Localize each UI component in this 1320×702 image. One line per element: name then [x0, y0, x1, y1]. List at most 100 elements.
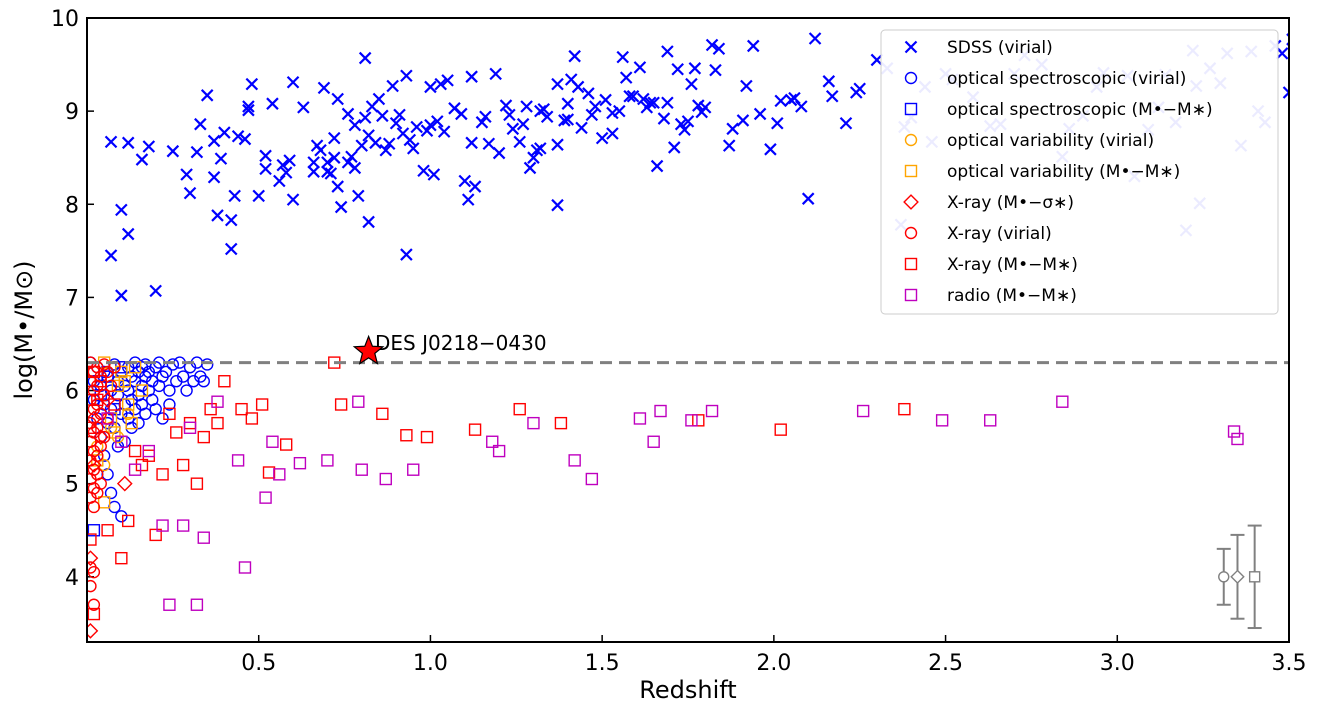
data-point: [115, 510, 128, 523]
data-point: [190, 598, 204, 611]
data-point: [122, 514, 135, 528]
data-point: [180, 168, 193, 181]
data-point: [259, 162, 272, 176]
legend-marker: [903, 194, 919, 210]
data-point: [362, 215, 375, 229]
data-point: [224, 213, 238, 227]
data-point: [321, 454, 334, 467]
data-point: [87, 500, 101, 514]
data-point: [774, 423, 787, 436]
data-point: [379, 472, 392, 486]
data-point: [506, 122, 520, 136]
data-point: [121, 136, 135, 150]
data-point: [166, 144, 180, 158]
data-point: [441, 74, 454, 87]
data-point: [286, 193, 300, 206]
data-point: [122, 407, 135, 421]
data-point: [1056, 395, 1069, 408]
data-point: [348, 118, 362, 132]
data-point: [856, 404, 870, 418]
data-point: [87, 622, 99, 639]
data-point: [293, 456, 307, 470]
data-point: [386, 79, 399, 93]
data-point: [468, 180, 482, 193]
data-point: [135, 458, 149, 472]
data-point: [345, 150, 358, 164]
data-point: [121, 227, 135, 241]
data-point: [1227, 425, 1241, 438]
data-point: [437, 125, 451, 138]
data-point: [128, 444, 142, 458]
data-point: [115, 551, 128, 565]
data-point: [286, 75, 300, 89]
data-point: [771, 116, 784, 130]
data-point: [599, 93, 612, 107]
data-point: [321, 165, 334, 178]
data-point: [619, 71, 633, 84]
data-point: [87, 457, 102, 473]
data-point: [197, 430, 210, 444]
data-point: [633, 412, 647, 425]
data-point: [297, 101, 310, 114]
data-point: [575, 121, 588, 135]
x-tick-label: 3.0: [1100, 651, 1135, 676]
data-point: [159, 365, 173, 379]
data-point: [698, 101, 712, 114]
data-point: [410, 120, 423, 134]
data-point: [1301, 68, 1312, 79]
data-point: [516, 117, 530, 131]
data-point: [197, 531, 210, 544]
data-point: [207, 170, 221, 184]
data-point: [637, 92, 650, 106]
y-tick-label: 8: [65, 193, 79, 218]
x-tick-label: 2.5: [928, 651, 963, 676]
legend-marker: [904, 257, 918, 271]
data-point: [128, 463, 142, 476]
data-point: [156, 412, 169, 425]
data-point: [266, 97, 279, 110]
data-point: [551, 198, 564, 212]
data-point: [692, 414, 705, 427]
data-point: [568, 49, 581, 63]
data-point: [183, 186, 197, 200]
data-point: [200, 358, 214, 371]
data-point: [321, 156, 334, 169]
y-tick-label: 4: [65, 566, 79, 591]
data-point: [671, 62, 684, 76]
data-point: [132, 416, 145, 430]
data-point: [163, 384, 176, 397]
data-point: [87, 533, 97, 546]
data-point: [753, 107, 767, 121]
data-point: [142, 140, 156, 153]
data-point: [180, 384, 193, 397]
data-point: [736, 114, 750, 127]
data-point: [352, 189, 365, 203]
data-point: [204, 402, 217, 416]
data-point: [149, 284, 162, 298]
data-point: [211, 209, 224, 222]
data-point: [224, 242, 238, 256]
data-point: [523, 161, 537, 175]
data-point: [434, 77, 448, 91]
data-point: [674, 117, 688, 131]
data-point: [685, 414, 698, 427]
data-point: [231, 454, 245, 467]
data-point: [87, 365, 101, 379]
data-point: [400, 429, 413, 442]
data-point: [101, 412, 114, 425]
data-point: [661, 45, 674, 58]
data-point: [379, 143, 393, 157]
legend-label: optical variability (virial): [947, 131, 1154, 151]
data-point: [822, 75, 836, 88]
data-point: [465, 136, 478, 150]
data-point: [194, 117, 207, 131]
data-point: [705, 404, 719, 418]
data-point: [327, 131, 341, 145]
data-point: [218, 375, 231, 388]
data-point: [400, 69, 413, 83]
data-point: [283, 154, 296, 167]
data-point: [211, 395, 224, 408]
data-point: [482, 137, 496, 151]
data-point: [358, 111, 372, 124]
